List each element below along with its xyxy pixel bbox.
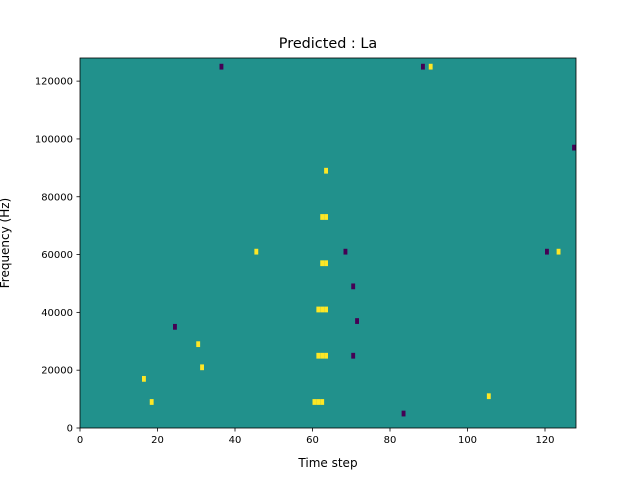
heatmap-background: [80, 58, 576, 428]
chart-title: Predicted : La: [279, 36, 377, 52]
heatmap-cell: [324, 352, 328, 359]
heatmap-cell: [320, 306, 325, 313]
heatmap-cell: [428, 63, 433, 70]
x-tick-label: 0: [77, 435, 83, 446]
heatmap-cell: [219, 63, 224, 70]
heatmap-cell: [320, 214, 325, 220]
heatmap-cell: [572, 144, 576, 151]
heatmap-cell: [320, 260, 325, 267]
x-axis-label: Time step: [297, 456, 357, 470]
x-tick-label: 40: [229, 435, 242, 446]
heatmap-cell: [401, 410, 406, 417]
heatmap-cell: [486, 393, 491, 400]
y-axis-ticks: 0 20000 40000 60000 80000 100000 120000: [35, 77, 80, 435]
heatmap-cell: [324, 260, 328, 267]
heatmap-cell: [343, 248, 348, 255]
heatmap-cell: [351, 283, 356, 290]
heatmap-cell: [421, 63, 425, 70]
heatmap-cell: [316, 306, 321, 313]
x-tick-label: 120: [535, 435, 554, 446]
heatmap-cell: [324, 167, 328, 174]
heatmap-cell: [556, 248, 561, 255]
heatmap-cell: [320, 352, 325, 359]
x-axis-ticks: 0 20 40 60 80 100 120: [77, 428, 555, 446]
heatmap-cell: [149, 399, 154, 405]
heatmap-cell: [324, 214, 328, 220]
heatmap-cell: [196, 341, 201, 348]
heatmap-cell: [351, 352, 356, 359]
heatmap-cell: [324, 306, 328, 313]
y-tick-label: 80000: [41, 192, 73, 203]
heatmap-cells: [142, 63, 576, 417]
heatmap-cell: [545, 248, 549, 255]
y-tick-label: 100000: [35, 134, 73, 145]
plot-frame: [79, 57, 577, 429]
heatmap-cell: [355, 318, 359, 324]
y-tick-label: 40000: [41, 308, 73, 319]
x-tick-label: 20: [151, 435, 164, 446]
x-tick-label: 60: [306, 435, 319, 446]
heatmap-cell: [316, 352, 321, 359]
y-tick-label: 120000: [35, 77, 73, 88]
x-tick-label: 80: [384, 435, 397, 446]
heatmap-plot-area: [79, 57, 577, 429]
y-tick-label: 60000: [41, 250, 73, 261]
heatmap-cell: [200, 364, 204, 371]
y-axis-label: Frequency (Hz): [0, 198, 12, 289]
x-tick-label: 100: [458, 435, 477, 446]
heatmap-cell: [142, 375, 146, 382]
heatmap-cell: [320, 399, 325, 405]
heatmap-cell: [173, 323, 177, 330]
y-tick-label: 20000: [41, 366, 73, 377]
heatmap-cell: [316, 399, 321, 405]
heatmap-cell: [254, 248, 259, 255]
y-tick-label: 0: [67, 424, 73, 435]
heatmap-cell: [312, 399, 317, 405]
